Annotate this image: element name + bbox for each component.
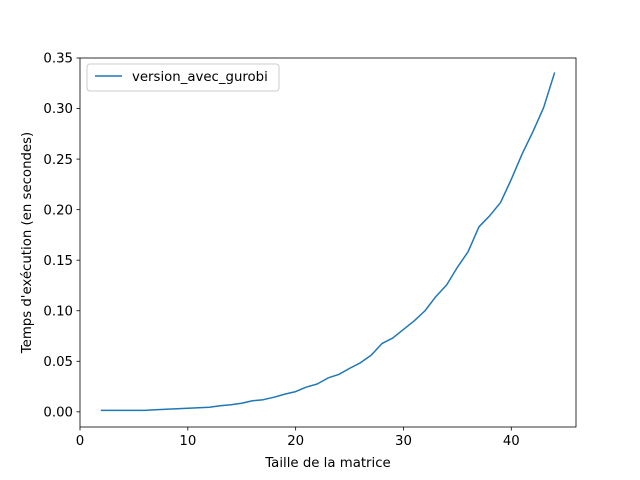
legend-box <box>86 63 280 92</box>
x-tick-label: 20 <box>287 434 304 449</box>
y-tick-label: 0.00 <box>43 406 73 421</box>
y-tick-label: 0.20 <box>43 203 73 218</box>
y-tick-label: 0.10 <box>43 304 73 319</box>
y-tick-label: 0.25 <box>43 153 73 168</box>
x-tick-label: 40 <box>503 434 520 449</box>
x-tick-label: 0 <box>76 434 84 449</box>
y-tick-label: 0.35 <box>43 52 73 67</box>
plot-content <box>100 72 556 412</box>
legend: version_avec_gurobi <box>86 63 280 92</box>
axes-frame <box>79 57 577 428</box>
x-tick-label: 10 <box>179 434 196 449</box>
x-axis-label: Taille de la matrice <box>264 456 390 471</box>
y-tick-label: 0.05 <box>43 355 73 370</box>
y-tick-label: 0.15 <box>43 254 73 269</box>
legend-label-version-avec-gurobi: version_avec_gurobi <box>132 70 268 85</box>
x-tick-label: 30 <box>395 434 412 449</box>
x-axis: 0 10 20 30 40 <box>76 427 520 449</box>
y-axis: 0.00 0.05 0.10 0.15 0.20 0.25 0.30 0.35 <box>43 52 80 421</box>
y-axis-label: Temps d'exécution (en secondes) <box>19 132 35 354</box>
series-line-0 <box>100 72 556 412</box>
y-tick-label: 0.30 <box>43 102 73 117</box>
